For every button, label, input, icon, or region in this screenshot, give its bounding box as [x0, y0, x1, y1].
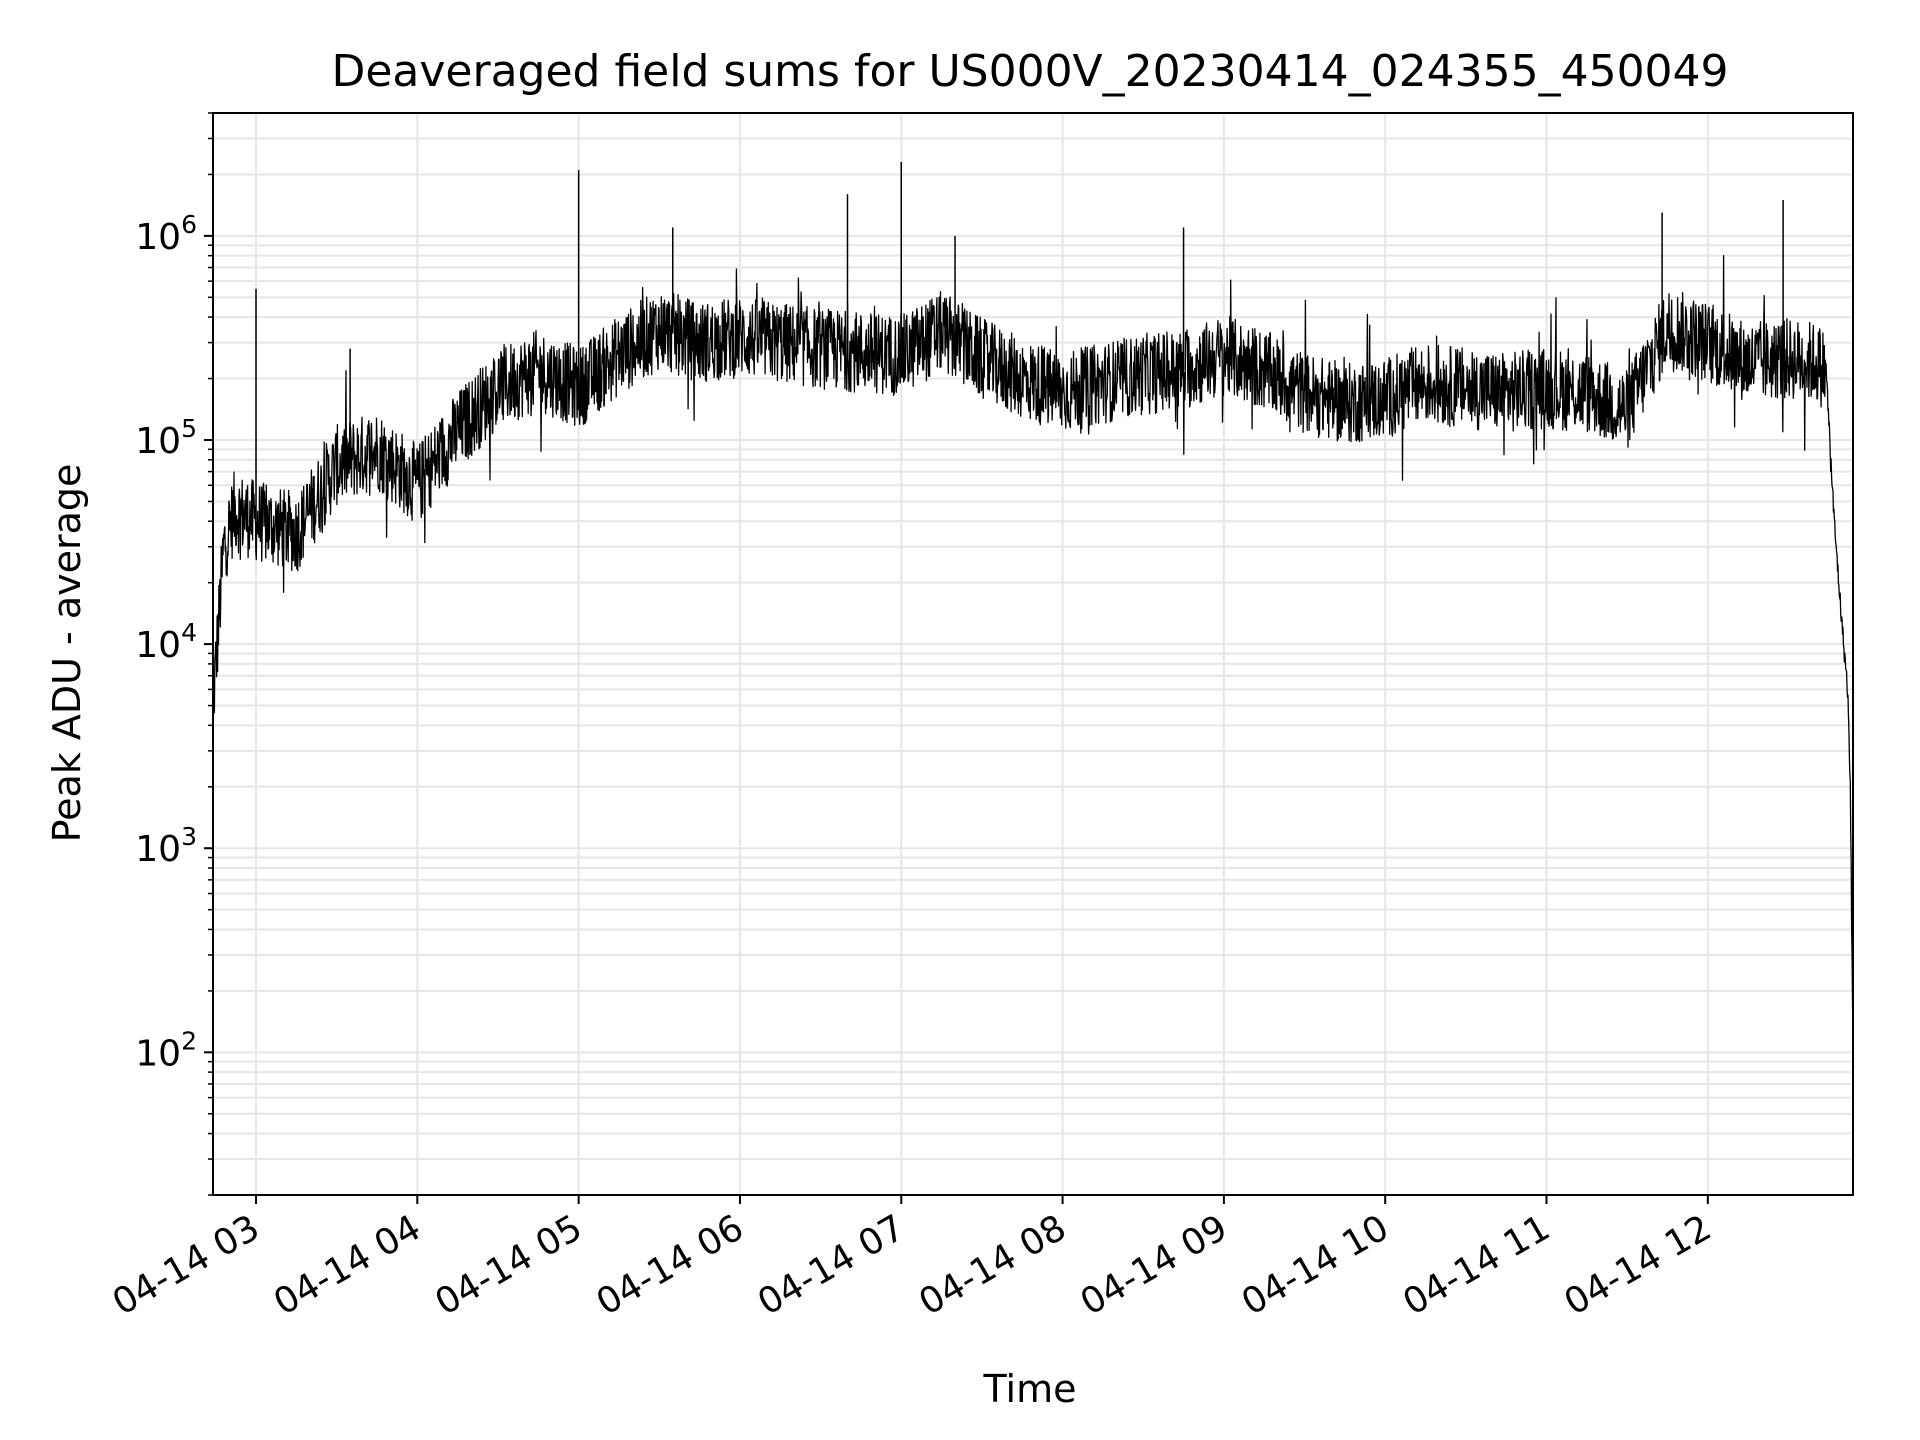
- y-tick-base: 10: [135, 421, 181, 462]
- y-tick-base: 10: [135, 1033, 181, 1074]
- grid-minor: [213, 112, 1853, 1196]
- ticks-group: [204, 112, 1709, 1204]
- y-tick-exponent: 6: [181, 210, 197, 239]
- series-group: [212, 162, 1854, 1047]
- y-tick-label: 106: [135, 210, 197, 258]
- y-tick-exponent: 2: [181, 1026, 197, 1055]
- series-line: [212, 255, 1854, 1047]
- y-tick-exponent: 4: [181, 618, 197, 647]
- y-axis-label: Peak ADU - average: [45, 464, 89, 843]
- y-tick-label: 103: [135, 822, 197, 870]
- y-tick-exponent: 3: [181, 822, 197, 851]
- chart-title: Deaveraged field sums for US000V_2023041…: [331, 46, 1728, 97]
- y-tick-label: 104: [135, 618, 197, 666]
- y-tick-base: 10: [135, 625, 181, 666]
- y-tick-label: 105: [135, 414, 197, 462]
- x-axis-label: Time: [983, 1367, 1077, 1411]
- y-tick-exponent: 5: [181, 414, 197, 443]
- y-tick-base: 10: [135, 829, 181, 870]
- y-tick-base: 10: [135, 217, 181, 258]
- grid-major: [213, 113, 1853, 1195]
- y-tick-label: 102: [135, 1026, 197, 1074]
